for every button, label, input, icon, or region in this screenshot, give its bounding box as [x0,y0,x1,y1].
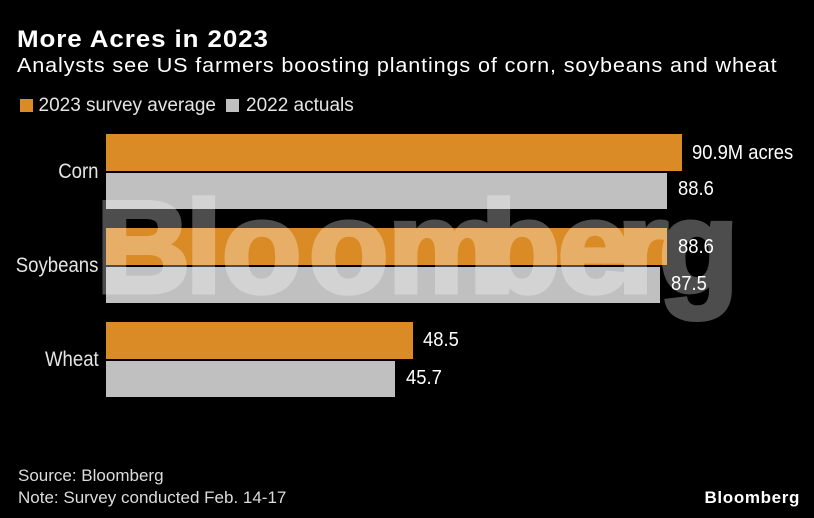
svg-text:Bloomberg: Bloomberg [96,174,738,320]
